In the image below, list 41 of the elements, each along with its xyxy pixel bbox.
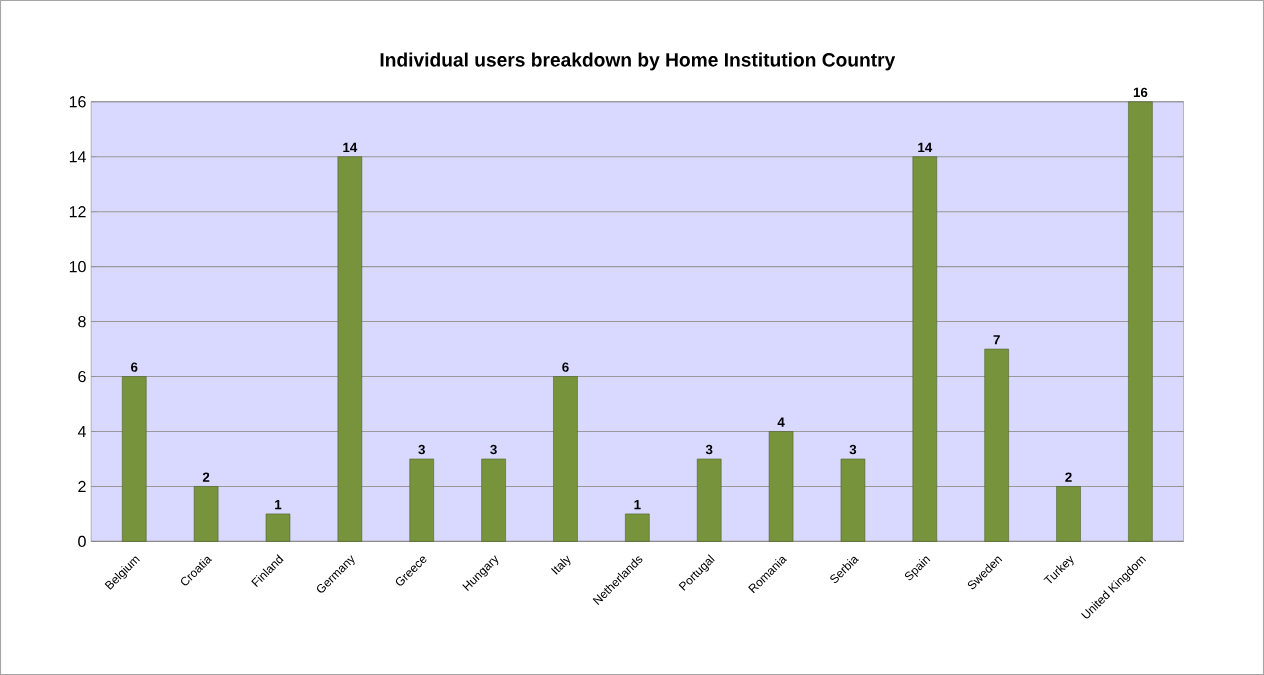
- bar: [768, 431, 794, 542]
- y-tick-label: 4: [77, 425, 86, 437]
- data-label: 2: [202, 472, 210, 482]
- data-label: 1: [275, 499, 282, 510]
- data-label: 1: [634, 499, 641, 510]
- bar: [265, 513, 291, 542]
- x-tick-label: Italy: [551, 555, 571, 575]
- bar: [121, 376, 147, 542]
- data-label: 16: [1133, 87, 1148, 97]
- data-label: 4: [777, 417, 785, 427]
- data-label: 3: [418, 444, 425, 455]
- y-tick-label: 2: [78, 480, 86, 492]
- y-tick-label: 12: [69, 206, 86, 218]
- data-label: 3: [490, 444, 497, 455]
- y-tick-label: 10: [69, 260, 86, 273]
- data-label: 2: [1065, 472, 1072, 482]
- y-tick-label: 8: [78, 315, 86, 328]
- data-label: 3: [849, 444, 857, 455]
- bar: [553, 376, 578, 542]
- data-label: 14: [343, 142, 358, 152]
- data-label: 3: [705, 444, 713, 455]
- bar: [1056, 486, 1081, 542]
- data-label: 7: [993, 335, 1000, 345]
- y-tick-label: 0: [78, 535, 86, 547]
- data-label: 6: [131, 362, 138, 372]
- bar: [1128, 101, 1153, 542]
- bar: [337, 156, 363, 542]
- y-tick-label: 14: [69, 151, 86, 163]
- bar: [193, 486, 219, 542]
- y-tick-label: 16: [69, 96, 86, 108]
- bar: [481, 458, 506, 542]
- bar: [625, 513, 650, 542]
- data-label: 14: [918, 142, 933, 152]
- y-tick-label: 6: [78, 370, 86, 383]
- bar: [912, 156, 938, 542]
- bar: [984, 348, 1009, 542]
- data-label: 6: [562, 362, 569, 372]
- bar: [409, 458, 434, 542]
- chart-title: Individual users breakdown by Home Institution Country: [380, 52, 896, 71]
- bar: [840, 458, 866, 542]
- bar: [696, 458, 722, 542]
